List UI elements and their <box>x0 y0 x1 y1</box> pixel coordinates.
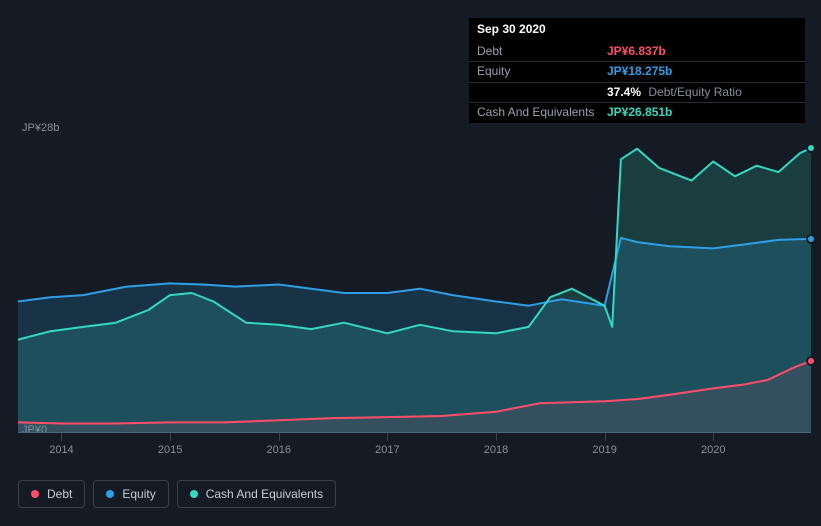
x-axis-year-label: 2016 <box>266 444 290 456</box>
y-axis-max-label: JP¥28b <box>22 122 59 134</box>
tooltip-row-value: JP¥26.851b <box>607 105 672 121</box>
x-tick <box>279 433 280 441</box>
legend-item-label: Cash And Equivalents <box>206 487 323 501</box>
tooltip-date: Sep 30 2020 <box>469 18 805 42</box>
legend-item-equity[interactable]: Equity <box>93 480 168 508</box>
legend-item-debt[interactable]: Debt <box>18 480 85 508</box>
legend-item-label: Equity <box>122 487 155 501</box>
tooltip-row-value: JP¥18.275b <box>607 64 672 80</box>
tooltip-row: 37.4% Debt/Equity Ratio <box>469 83 805 104</box>
x-axis-year-label: 2017 <box>375 444 399 456</box>
tooltip-row-label <box>477 85 607 101</box>
tooltip-row-value: JP¥6.837b <box>607 44 666 60</box>
x-tick <box>170 433 171 441</box>
chart-tooltip: Sep 30 2020 DebtJP¥6.837bEquityJP¥18.275… <box>469 18 805 123</box>
legend-dot-icon <box>190 490 198 498</box>
x-axis-year-label: 2018 <box>484 444 508 456</box>
x-tick <box>61 433 62 441</box>
x-axis-year-label: 2019 <box>592 444 616 456</box>
tooltip-row-label: Equity <box>477 64 607 80</box>
x-tick <box>605 433 606 441</box>
chart-legend: Debt Equity Cash And Equivalents <box>18 480 336 508</box>
x-tick <box>713 433 714 441</box>
legend-item-label: Debt <box>47 487 72 501</box>
tooltip-row: Cash And EquivalentsJP¥26.851b <box>469 103 805 123</box>
series-end-marker-equity <box>806 234 816 244</box>
x-axis-labels: 2014 2015 2016 2017 2018 2019 2020 <box>18 444 811 460</box>
legend-dot-icon <box>31 490 39 498</box>
tooltip-row: DebtJP¥6.837b <box>469 42 805 63</box>
area-chart-svg <box>18 136 811 433</box>
legend-item-cash-and-equivalents[interactable]: Cash And Equivalents <box>177 480 336 508</box>
tooltip-row-label: Debt <box>477 44 607 60</box>
tooltip-row: EquityJP¥18.275b <box>469 62 805 83</box>
x-axis-year-label: 2015 <box>158 444 182 456</box>
x-tick <box>387 433 388 441</box>
legend-dot-icon <box>106 490 114 498</box>
series-end-marker-debt <box>806 356 816 366</box>
x-axis-year-label: 2020 <box>701 444 725 456</box>
chart-area[interactable] <box>18 136 811 433</box>
series-end-marker-cash-and-equivalents <box>806 143 816 153</box>
tooltip-row-label: Cash And Equivalents <box>477 105 607 121</box>
x-tick <box>496 433 497 441</box>
tooltip-row-value: 37.4% Debt/Equity Ratio <box>607 85 742 101</box>
tooltip-row-sublabel: Debt/Equity Ratio <box>645 85 742 99</box>
x-axis-year-label: 2014 <box>49 444 73 456</box>
